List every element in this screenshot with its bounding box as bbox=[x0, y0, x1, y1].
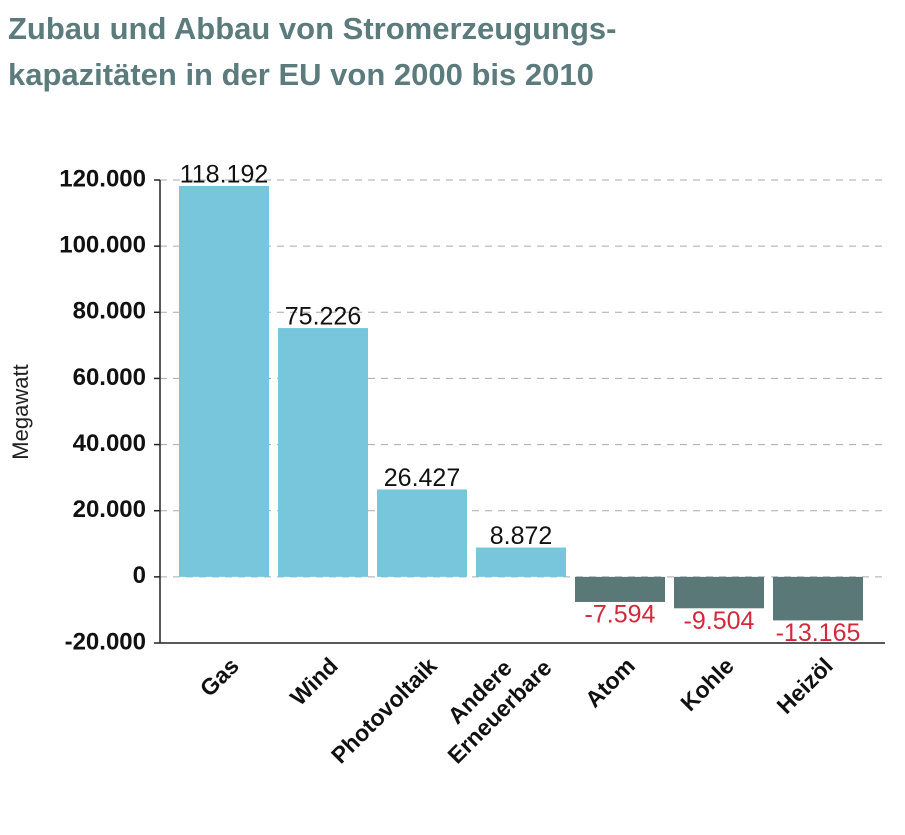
value-label: 118.192 bbox=[180, 161, 269, 189]
y-tick-label: -20.000 bbox=[65, 628, 146, 655]
bar bbox=[377, 489, 467, 577]
y-tick-label: 120.000 bbox=[59, 165, 146, 192]
y-tick-label: 40.000 bbox=[73, 430, 146, 457]
bar bbox=[179, 185, 269, 577]
x-tick-label: Heizöl bbox=[772, 652, 838, 718]
value-label: 26.427 bbox=[384, 464, 460, 492]
y-tick-label: 60.000 bbox=[73, 364, 146, 391]
bar bbox=[476, 547, 566, 577]
value-label: -7.594 bbox=[585, 601, 656, 629]
x-tick-label: Photovoltaik bbox=[326, 652, 442, 768]
value-label: -13.165 bbox=[776, 619, 861, 647]
value-label: 75.226 bbox=[285, 303, 361, 331]
x-tick-label: Kohle bbox=[675, 652, 739, 716]
x-tick-label: AndereErneuerbare bbox=[423, 635, 557, 769]
y-axis-label: Megawatt bbox=[8, 364, 33, 459]
x-tick-label: Atom bbox=[580, 652, 640, 712]
y-tick-label: 0 bbox=[133, 562, 146, 589]
x-tick-label: Wind bbox=[285, 652, 343, 710]
x-tick-label: Gas bbox=[195, 652, 244, 701]
y-tick-label: 80.000 bbox=[73, 298, 146, 325]
bar bbox=[278, 328, 368, 577]
bar bbox=[575, 576, 665, 602]
chart-title: Zubau und Abbau von Stromerzeugungs- kap… bbox=[8, 11, 617, 92]
bar bbox=[773, 576, 863, 621]
value-label: 8.872 bbox=[490, 522, 553, 550]
y-tick-label: 20.000 bbox=[73, 496, 146, 523]
y-tick-label: 100.000 bbox=[59, 231, 146, 258]
value-label: -9.504 bbox=[684, 607, 755, 635]
bar bbox=[674, 576, 764, 609]
